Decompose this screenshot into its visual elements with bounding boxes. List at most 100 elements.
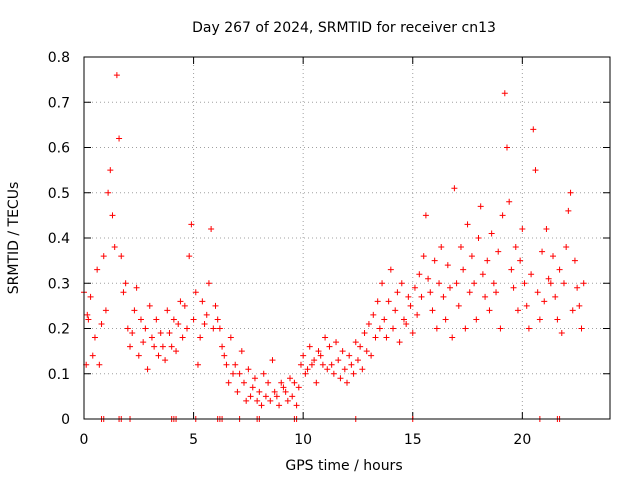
data-point [131, 307, 138, 314]
y-tick-label: 0.1 [48, 367, 70, 383]
data-point [247, 393, 254, 400]
data-point [216, 325, 223, 332]
data-point [170, 316, 177, 323]
data-point [370, 311, 377, 318]
data-point [221, 352, 228, 359]
data-point [422, 212, 429, 219]
data-point [466, 289, 473, 296]
data-point [91, 334, 98, 341]
data-point [284, 397, 291, 404]
data-point [173, 348, 180, 355]
data-point [324, 366, 331, 373]
data-point [506, 198, 513, 205]
data-point [276, 402, 283, 409]
data-point [431, 257, 438, 264]
data-point [416, 271, 423, 278]
data-point [361, 330, 368, 337]
data-point [510, 284, 517, 291]
data-point [129, 330, 136, 337]
data-point [484, 257, 491, 264]
data-point [157, 330, 164, 337]
x-tick-label: 15 [404, 432, 422, 448]
data-point [411, 284, 418, 291]
data-point [232, 361, 239, 368]
data-point [405, 293, 412, 300]
data-point [219, 343, 226, 350]
data-point [447, 284, 454, 291]
data-point [300, 352, 307, 359]
data-point [122, 280, 129, 287]
data-point [449, 334, 456, 341]
data-point [124, 325, 131, 332]
data-point [94, 266, 101, 273]
data-point [563, 244, 570, 251]
data-point [98, 320, 105, 327]
data-point [433, 325, 440, 332]
data-point [425, 275, 432, 282]
data-point [190, 316, 197, 323]
data-point [534, 289, 541, 296]
data-point [517, 257, 524, 264]
x-tick-label: 10 [294, 432, 312, 448]
data-point [144, 366, 151, 373]
data-point [451, 185, 458, 192]
data-point [291, 379, 298, 386]
data-point [267, 397, 274, 404]
data-point [135, 352, 142, 359]
data-point [348, 361, 355, 368]
axis-ticks [83, 56, 610, 420]
data-point [102, 307, 109, 314]
data-point [164, 307, 171, 314]
data-point [530, 126, 537, 133]
data-point [350, 370, 357, 377]
data-point [151, 343, 158, 350]
y-tick-label: 0.2 [48, 322, 70, 338]
data-point [287, 375, 294, 382]
data-point [550, 253, 557, 260]
data-point [280, 384, 287, 391]
data-point [278, 379, 285, 386]
x-axis-label: GPS time / hours [285, 458, 402, 474]
data-point [188, 221, 195, 228]
data-point [374, 298, 381, 305]
data-point [359, 366, 366, 373]
data-point [344, 379, 350, 386]
data-point [155, 352, 162, 359]
data-point [571, 257, 578, 264]
data-point [493, 289, 500, 296]
data-point [346, 352, 353, 359]
data-point [536, 316, 543, 323]
data-point [203, 311, 210, 318]
data-point [308, 361, 315, 368]
data-point [304, 366, 311, 373]
data-point [302, 370, 309, 377]
data-point [85, 316, 92, 323]
data-point [282, 388, 289, 395]
data-point [205, 280, 212, 287]
data-point [460, 266, 467, 273]
data-point [556, 266, 563, 273]
data-point [365, 320, 372, 327]
data-point [295, 384, 302, 391]
data-point [127, 343, 134, 350]
data-point [148, 334, 155, 341]
data-point [376, 325, 383, 332]
data-point [269, 357, 276, 364]
data-point [455, 302, 462, 309]
data-point [289, 393, 296, 400]
data-point [184, 325, 191, 332]
data-point [87, 293, 94, 300]
data-point [230, 370, 237, 377]
data-point [328, 361, 335, 368]
data-point [438, 244, 445, 251]
data-point [464, 221, 471, 228]
data-point [137, 316, 144, 323]
data-point [100, 253, 107, 260]
data-point [194, 361, 201, 368]
data-point [390, 325, 397, 332]
data-point [313, 379, 320, 386]
data-point [409, 330, 416, 337]
data-point [396, 339, 403, 346]
data-point [293, 402, 300, 409]
data-point [560, 280, 567, 287]
